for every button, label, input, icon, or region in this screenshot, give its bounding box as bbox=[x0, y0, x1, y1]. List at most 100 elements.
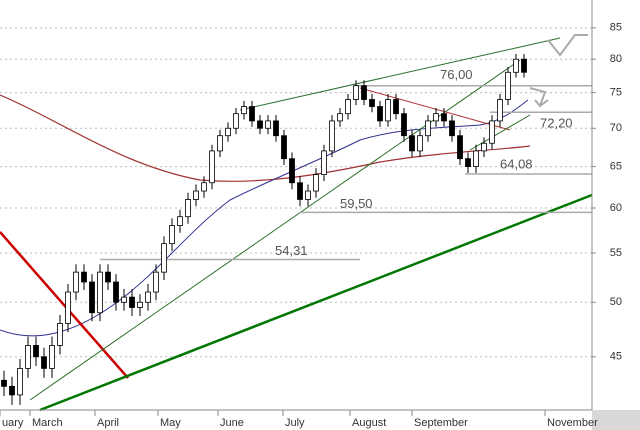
candle-body bbox=[337, 113, 343, 122]
candle-body bbox=[497, 99, 503, 122]
x-tick-label: June bbox=[220, 417, 244, 429]
candle-body bbox=[97, 271, 103, 314]
candle-body bbox=[217, 135, 223, 152]
grid bbox=[0, 27, 592, 358]
candle-body bbox=[129, 296, 135, 308]
candle-body bbox=[377, 106, 383, 122]
candle-body bbox=[409, 135, 415, 152]
candle-body bbox=[17, 368, 23, 396]
candle-body bbox=[385, 99, 391, 122]
x-tick-label: July bbox=[285, 417, 305, 429]
candle-body bbox=[113, 281, 119, 303]
candle-body bbox=[329, 120, 335, 152]
y-tick-label: 45 bbox=[610, 351, 622, 363]
short-trend bbox=[469, 114, 531, 151]
candle-body bbox=[393, 99, 399, 115]
candle-body bbox=[137, 301, 143, 308]
candle-body bbox=[273, 120, 279, 137]
candle-body bbox=[425, 120, 431, 137]
candle-body bbox=[313, 174, 319, 192]
x-tick-label: uary bbox=[2, 417, 24, 429]
x-tick-label: May bbox=[160, 417, 181, 429]
candle-body bbox=[257, 120, 263, 129]
candle-body bbox=[225, 127, 231, 137]
candle-body bbox=[513, 58, 519, 73]
candle-body bbox=[505, 71, 511, 100]
trend-line-support bbox=[39, 193, 593, 412]
corner-box bbox=[592, 410, 640, 430]
level-label: 72,20 bbox=[540, 116, 573, 131]
candle-body bbox=[73, 271, 79, 293]
candle-body bbox=[33, 345, 39, 358]
candle-body bbox=[177, 216, 183, 226]
candle-body bbox=[41, 356, 47, 369]
candle-body bbox=[1, 379, 7, 387]
candle-body bbox=[81, 271, 87, 283]
candle-body bbox=[321, 150, 327, 176]
candle-body bbox=[209, 150, 215, 184]
candle-body bbox=[153, 271, 159, 293]
level-label: 54,31 bbox=[275, 243, 308, 258]
axis-labels: 45 50 55 60 65 70 75 80 85 uary March April May June J… bbox=[0, 22, 622, 429]
candles bbox=[1, 54, 527, 405]
candle-body bbox=[481, 142, 487, 152]
candle-body bbox=[361, 85, 367, 100]
y-tick-label: 55 bbox=[610, 247, 622, 259]
candle-body bbox=[369, 99, 375, 107]
candle-body bbox=[105, 271, 111, 283]
y-tick-label: 80 bbox=[610, 53, 622, 65]
candle-body bbox=[457, 135, 463, 160]
level-label: 59,50 bbox=[340, 196, 373, 211]
x-tick-label: November bbox=[547, 417, 598, 429]
x-tick-label: April bbox=[97, 417, 119, 429]
candle-body bbox=[489, 120, 495, 144]
candle-body bbox=[433, 113, 439, 122]
candle-body bbox=[89, 281, 95, 314]
candle-body bbox=[49, 345, 55, 369]
candle-body bbox=[161, 243, 167, 273]
levels: 76,00 72,20 64,08 59,50 54,31 bbox=[100, 67, 592, 261]
candle-body bbox=[193, 190, 199, 200]
candle-body bbox=[465, 158, 471, 167]
candle-body bbox=[305, 190, 311, 200]
candle-body bbox=[281, 135, 287, 160]
candle-body bbox=[401, 113, 407, 137]
candle-body bbox=[353, 85, 359, 100]
candle-body bbox=[441, 113, 447, 122]
y-tick-label: 85 bbox=[610, 22, 622, 34]
candle-body bbox=[473, 150, 479, 167]
y-tick-label: 65 bbox=[610, 160, 622, 172]
candle-body bbox=[265, 120, 271, 129]
candle-body bbox=[25, 345, 31, 369]
candle-body bbox=[57, 323, 63, 346]
y-tick-label: 60 bbox=[610, 202, 622, 214]
y-tick-label: 70 bbox=[610, 122, 622, 134]
y-tick-label: 50 bbox=[610, 296, 622, 308]
candle-body bbox=[169, 225, 175, 245]
projection-down bbox=[529, 87, 549, 108]
x-tick-label: March bbox=[32, 417, 63, 429]
candle-body bbox=[145, 291, 151, 303]
candle-body bbox=[289, 158, 295, 184]
level-label: 76,00 bbox=[440, 67, 473, 82]
candle-body bbox=[201, 182, 207, 192]
level-label: 64,08 bbox=[500, 156, 533, 171]
x-tick-label: August bbox=[352, 417, 386, 429]
candle-body bbox=[297, 182, 303, 200]
candle-body bbox=[233, 113, 239, 129]
projection-up bbox=[547, 34, 588, 57]
candle-body bbox=[521, 58, 527, 73]
candle-body bbox=[121, 296, 127, 303]
y-tick-label: 75 bbox=[610, 86, 622, 98]
candle-body bbox=[417, 135, 423, 152]
candle-body bbox=[65, 291, 71, 324]
channel-upper bbox=[239, 37, 561, 111]
candle-body bbox=[249, 106, 255, 122]
candle-body bbox=[9, 385, 15, 396]
candle-body bbox=[449, 120, 455, 137]
candle-body bbox=[345, 99, 351, 115]
x-tick-label: September bbox=[414, 417, 468, 429]
trend-line-down bbox=[0, 231, 129, 379]
